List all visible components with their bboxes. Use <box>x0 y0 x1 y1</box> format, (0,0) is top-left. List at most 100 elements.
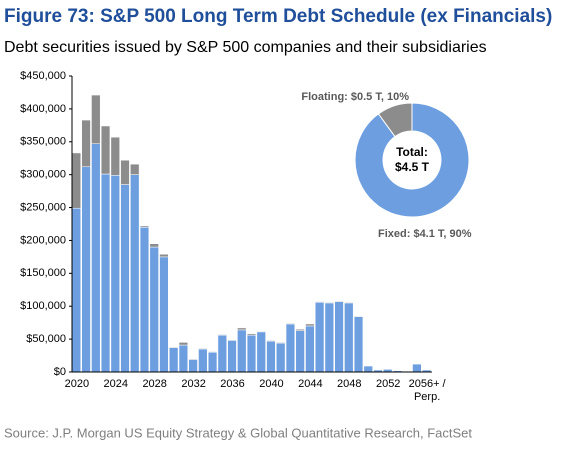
bar-segment <box>81 166 91 373</box>
x-tick-wrap: 2036 <box>220 378 245 390</box>
bar-segment <box>188 358 198 360</box>
bar-segment <box>285 323 296 325</box>
bar-segment <box>266 340 276 373</box>
chart-title: Figure 73: S&P 500 Long Term Debt Schedu… <box>4 6 552 27</box>
bar-segment <box>217 334 227 373</box>
y-tick-label: $450,000 <box>20 70 66 82</box>
x-tick-label: 2032 <box>181 378 206 390</box>
bar-segment <box>71 152 81 209</box>
bar-segment <box>130 163 140 175</box>
bar-segment <box>246 334 257 373</box>
x-tick-wrap: 2024 <box>103 378 129 390</box>
bar-segment <box>139 227 150 373</box>
bar-segment <box>100 173 111 373</box>
bar-segment <box>237 327 247 331</box>
bar-segment <box>344 302 354 304</box>
bar-segment <box>295 328 305 331</box>
bar-segment <box>178 344 189 373</box>
bar-segment <box>227 339 237 341</box>
x-tick-label: 2048 <box>337 378 362 390</box>
bar-segment <box>353 316 364 373</box>
bar-segment <box>198 348 208 373</box>
bar-segment <box>169 346 179 348</box>
bar-segment <box>91 143 101 373</box>
donut-slice <box>354 102 470 218</box>
bar-segment <box>217 334 227 336</box>
y-tick-label: $350,000 <box>20 136 66 148</box>
x-tick-label: 2040 <box>259 378 284 390</box>
bar-segment <box>188 359 198 373</box>
bar-segment <box>130 174 140 373</box>
bar-segment <box>207 352 218 373</box>
bar-segment <box>285 323 296 373</box>
y-tick-label: $250,000 <box>20 201 66 213</box>
y-tick-label: $50,000 <box>26 333 66 345</box>
bar-segment <box>139 225 150 228</box>
bar-segment <box>246 333 257 336</box>
donut-center-label: Total: <box>396 145 428 159</box>
y-tick-label: $150,000 <box>20 267 66 279</box>
bar-segment <box>295 330 305 373</box>
bar-segment <box>334 301 344 373</box>
bar-segment <box>324 302 334 373</box>
bar-segment <box>227 340 237 373</box>
bar-segment <box>159 256 169 373</box>
bar-segment <box>276 342 286 373</box>
source-note: Source: J.P. Morgan US Equity Strategy &… <box>4 425 472 440</box>
x-tick-label: 2044 <box>298 378 323 390</box>
x-tick-label: 2052 <box>375 378 401 390</box>
slice-label: Fixed: $4.1 T, 90% <box>378 228 472 240</box>
donut-center-label: $4.5 T <box>395 160 430 174</box>
bar-segment <box>149 246 159 373</box>
bar-segment <box>178 342 189 346</box>
bar-segment <box>149 243 159 248</box>
bar-segment <box>353 315 364 317</box>
bar-segment <box>256 330 266 333</box>
bar-segment <box>207 351 218 353</box>
donut-slice <box>377 102 413 138</box>
x-tick-label: 2056+ / Perp. <box>408 378 446 403</box>
bar-segment <box>237 329 247 373</box>
bar-segment <box>266 340 276 342</box>
bar-segment <box>81 119 91 168</box>
bar-segment <box>71 207 81 373</box>
x-tick-wrap: 2028 <box>142 378 167 390</box>
x-tick-wrap: 2044 <box>298 378 323 390</box>
bar-segment <box>314 302 325 373</box>
y-tick-label: $400,000 <box>20 103 66 115</box>
y-tick-label: $0 <box>54 366 66 378</box>
bar-segment <box>100 125 111 175</box>
bar-segment <box>276 342 286 344</box>
x-tick-wrap: 2048 <box>337 378 362 390</box>
bar-segment <box>324 302 334 304</box>
bar-segment <box>120 159 130 185</box>
x-tick-wrap: 2040 <box>259 378 284 390</box>
bar-segment <box>363 365 373 373</box>
bar-segment <box>120 184 130 373</box>
bar-segment <box>344 302 354 373</box>
bar-segment <box>198 348 208 350</box>
x-tick-wrap: 2020 <box>64 378 90 390</box>
bar-segment <box>334 300 344 302</box>
slice-label: Floating: $0.5 T, 10% <box>301 91 409 103</box>
bar-segment <box>256 331 266 373</box>
bar-segment <box>110 175 120 373</box>
bar-segment <box>314 301 325 303</box>
x-tick-label: 2020 <box>64 378 90 390</box>
bar-segment <box>305 323 315 327</box>
bar-segment <box>110 136 120 176</box>
x-tick-wrap: 2052 <box>375 378 401 390</box>
bar-segment <box>169 347 179 373</box>
y-tick-label: $200,000 <box>20 234 66 246</box>
bar-segment <box>159 254 169 258</box>
x-tick-label: 2036 <box>220 378 245 390</box>
x-tick-wrap: 2032 <box>181 378 206 390</box>
x-tick-label: 2028 <box>142 378 167 390</box>
y-tick-label: $100,000 <box>20 300 66 312</box>
y-tick-label: $300,000 <box>20 169 66 181</box>
bar-segment <box>305 325 315 373</box>
chart-subtitle: Debt securities issued by S&P 500 compan… <box>4 39 487 56</box>
x-tick-label: 2024 <box>103 378 129 390</box>
